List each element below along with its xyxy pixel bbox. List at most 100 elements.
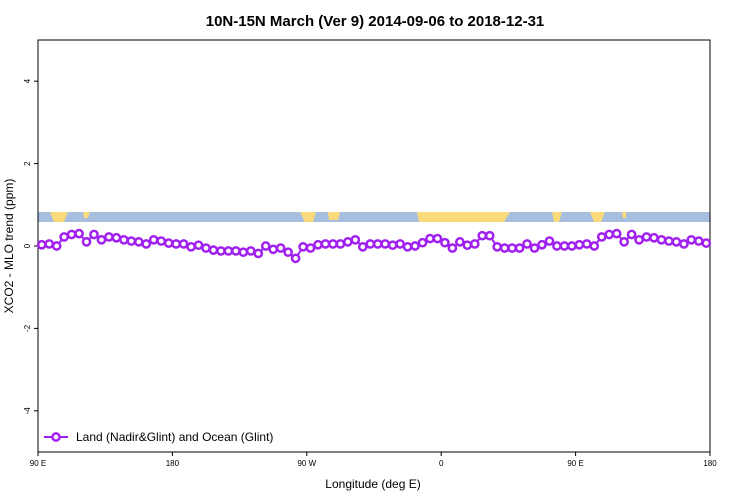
data-point xyxy=(245,246,256,256)
data-point xyxy=(701,238,712,248)
data-point xyxy=(357,241,368,252)
data-point xyxy=(208,245,219,255)
data-point xyxy=(313,239,323,250)
data-point xyxy=(59,232,69,242)
data-point xyxy=(126,236,137,246)
data-point xyxy=(656,234,667,245)
data-point xyxy=(74,228,84,239)
data-point xyxy=(544,236,555,246)
data-point xyxy=(350,234,361,245)
y-tick-label: -2 xyxy=(23,324,32,332)
data-point xyxy=(447,243,458,253)
data-point xyxy=(402,241,413,252)
legend-label: Land (Nadir&Glint) and Ocean (Glint) xyxy=(76,430,273,444)
data-point xyxy=(283,247,293,258)
data-point xyxy=(410,241,420,251)
data-point xyxy=(425,233,435,244)
data-point xyxy=(559,241,570,251)
data-point xyxy=(365,239,376,249)
data-point xyxy=(178,239,189,249)
data-point xyxy=(499,243,510,253)
data-point xyxy=(193,240,204,251)
data-point xyxy=(320,239,331,249)
data-point xyxy=(238,247,249,258)
data-point xyxy=(231,246,241,256)
land-shapes xyxy=(50,212,626,222)
data-point xyxy=(469,239,480,249)
data-point xyxy=(514,243,525,253)
data-point xyxy=(186,241,196,252)
data-point xyxy=(133,237,144,247)
data-point xyxy=(455,237,465,247)
data-point xyxy=(305,243,316,253)
data-point xyxy=(380,239,391,249)
data-point xyxy=(387,240,398,251)
data-point xyxy=(417,237,428,248)
data-point xyxy=(686,234,697,245)
x-tick-label: 180 xyxy=(166,459,180,468)
data-point xyxy=(462,240,473,251)
x-tick-label: 90 E xyxy=(30,459,46,468)
data-point xyxy=(66,229,77,240)
data-point xyxy=(104,232,114,242)
data-point xyxy=(529,243,540,253)
data-point xyxy=(619,237,629,247)
data-point xyxy=(641,232,652,242)
data-point xyxy=(589,241,600,251)
data-point xyxy=(81,237,92,247)
data-point xyxy=(649,232,659,243)
y-axis-label: XCO2 - MLO trend (ppm) xyxy=(2,179,16,314)
data-point xyxy=(111,232,122,243)
data-point xyxy=(507,243,517,253)
data-point xyxy=(298,241,308,252)
data-point xyxy=(522,239,532,249)
x-tick-label: 90 W xyxy=(297,459,316,468)
data-point xyxy=(89,229,99,240)
x-axis-label: Longitude (deg E) xyxy=(325,477,420,491)
data-point xyxy=(36,239,47,250)
data-point xyxy=(596,232,607,242)
data-point xyxy=(171,239,181,249)
data-point xyxy=(395,239,405,249)
data-point xyxy=(216,246,226,256)
data-point xyxy=(432,233,443,244)
data-point xyxy=(119,234,129,245)
data-point xyxy=(201,243,211,253)
x-tick-label: 0 xyxy=(439,459,444,468)
data-point xyxy=(440,237,450,248)
data-point xyxy=(567,241,577,251)
data-point xyxy=(552,241,562,251)
data-point xyxy=(679,239,689,249)
data-point xyxy=(44,239,55,249)
chart-title: 10N-15N March (Ver 9) 2014-09-06 to 2018… xyxy=(206,13,545,30)
data-point xyxy=(634,234,644,245)
legend-marker xyxy=(51,432,61,442)
data-point xyxy=(328,239,338,249)
data-point xyxy=(96,234,107,245)
data-point xyxy=(671,237,682,247)
data-point xyxy=(141,239,152,249)
data-point xyxy=(343,237,353,247)
data-point xyxy=(604,229,615,240)
data-point xyxy=(537,239,547,250)
data-point xyxy=(51,241,62,251)
data-point xyxy=(223,246,234,256)
data-point xyxy=(275,243,286,253)
land-ocean-map xyxy=(38,212,710,222)
y-tick-label: 4 xyxy=(23,78,32,83)
data-point xyxy=(693,236,704,246)
data-point xyxy=(477,230,488,241)
data-point xyxy=(492,241,503,252)
data-point xyxy=(148,234,159,245)
ocean-band xyxy=(38,212,710,222)
data-point xyxy=(372,239,383,249)
y-tick-label: 2 xyxy=(23,161,32,166)
data-point xyxy=(574,239,585,250)
data-point xyxy=(253,248,264,259)
data-point xyxy=(611,228,622,239)
data-point xyxy=(626,229,637,240)
data-point xyxy=(290,253,301,264)
data-point xyxy=(260,241,271,251)
y-tick-label: -4 xyxy=(23,407,32,415)
